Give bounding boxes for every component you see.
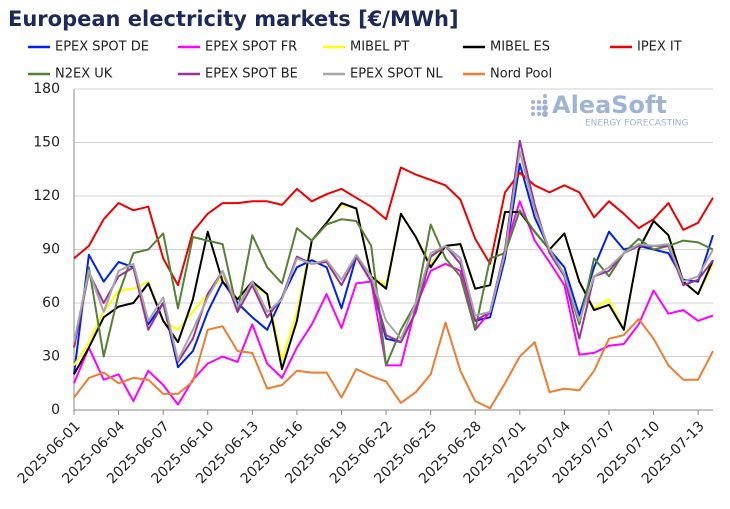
series-line [73, 209, 714, 367]
legend-label: EPEX SPOT NL [350, 67, 443, 82]
legend-label: Nord Pool [490, 67, 552, 82]
series-line [73, 202, 714, 375]
watermark-tagline: ENERGY FORECASTING [585, 119, 688, 129]
legend-label: IPEX IT [637, 40, 682, 55]
series-line [73, 139, 714, 363]
series-line [73, 200, 714, 406]
y-tick-label: 90 [42, 242, 60, 258]
series-line [73, 318, 714, 410]
legend-label: EPEX SPOT FR [205, 40, 297, 55]
series-line [73, 166, 714, 287]
y-tick-label: 60 [42, 295, 60, 311]
legend-label: MIBEL PT [350, 40, 409, 55]
y-tick-label: 30 [42, 349, 60, 365]
legend-label: EPEX SPOT DE [55, 40, 149, 55]
legend-label: EPEX SPOT BE [205, 67, 298, 82]
y-tick-label: 0 [51, 402, 60, 418]
y-tick-label: 120 [33, 188, 60, 204]
watermark-icon [531, 94, 548, 117]
watermark: AleaSoft ENERGY FORECASTING [531, 91, 688, 129]
series-line [73, 162, 714, 375]
chart-title: European electricity markets [€/MWh] [8, 7, 459, 31]
series-line [73, 150, 714, 362]
legend-label: MIBEL ES [490, 40, 550, 55]
y-tick-label: 180 [33, 81, 60, 97]
legend-label: N2EX UK [55, 67, 113, 82]
watermark-name: AleaSoft [552, 91, 667, 119]
y-tick-label: 150 [33, 135, 60, 151]
